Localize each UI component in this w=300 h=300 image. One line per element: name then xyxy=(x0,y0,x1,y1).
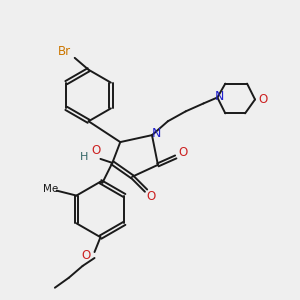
Text: Me: Me xyxy=(43,184,58,194)
Text: O: O xyxy=(81,248,90,262)
Text: Br: Br xyxy=(58,45,71,58)
Text: H: H xyxy=(80,152,88,162)
Text: O: O xyxy=(178,146,187,160)
Text: O: O xyxy=(258,93,268,106)
Text: O: O xyxy=(92,143,101,157)
Text: N: N xyxy=(152,127,162,140)
Text: N: N xyxy=(215,90,224,103)
Text: O: O xyxy=(146,190,156,203)
